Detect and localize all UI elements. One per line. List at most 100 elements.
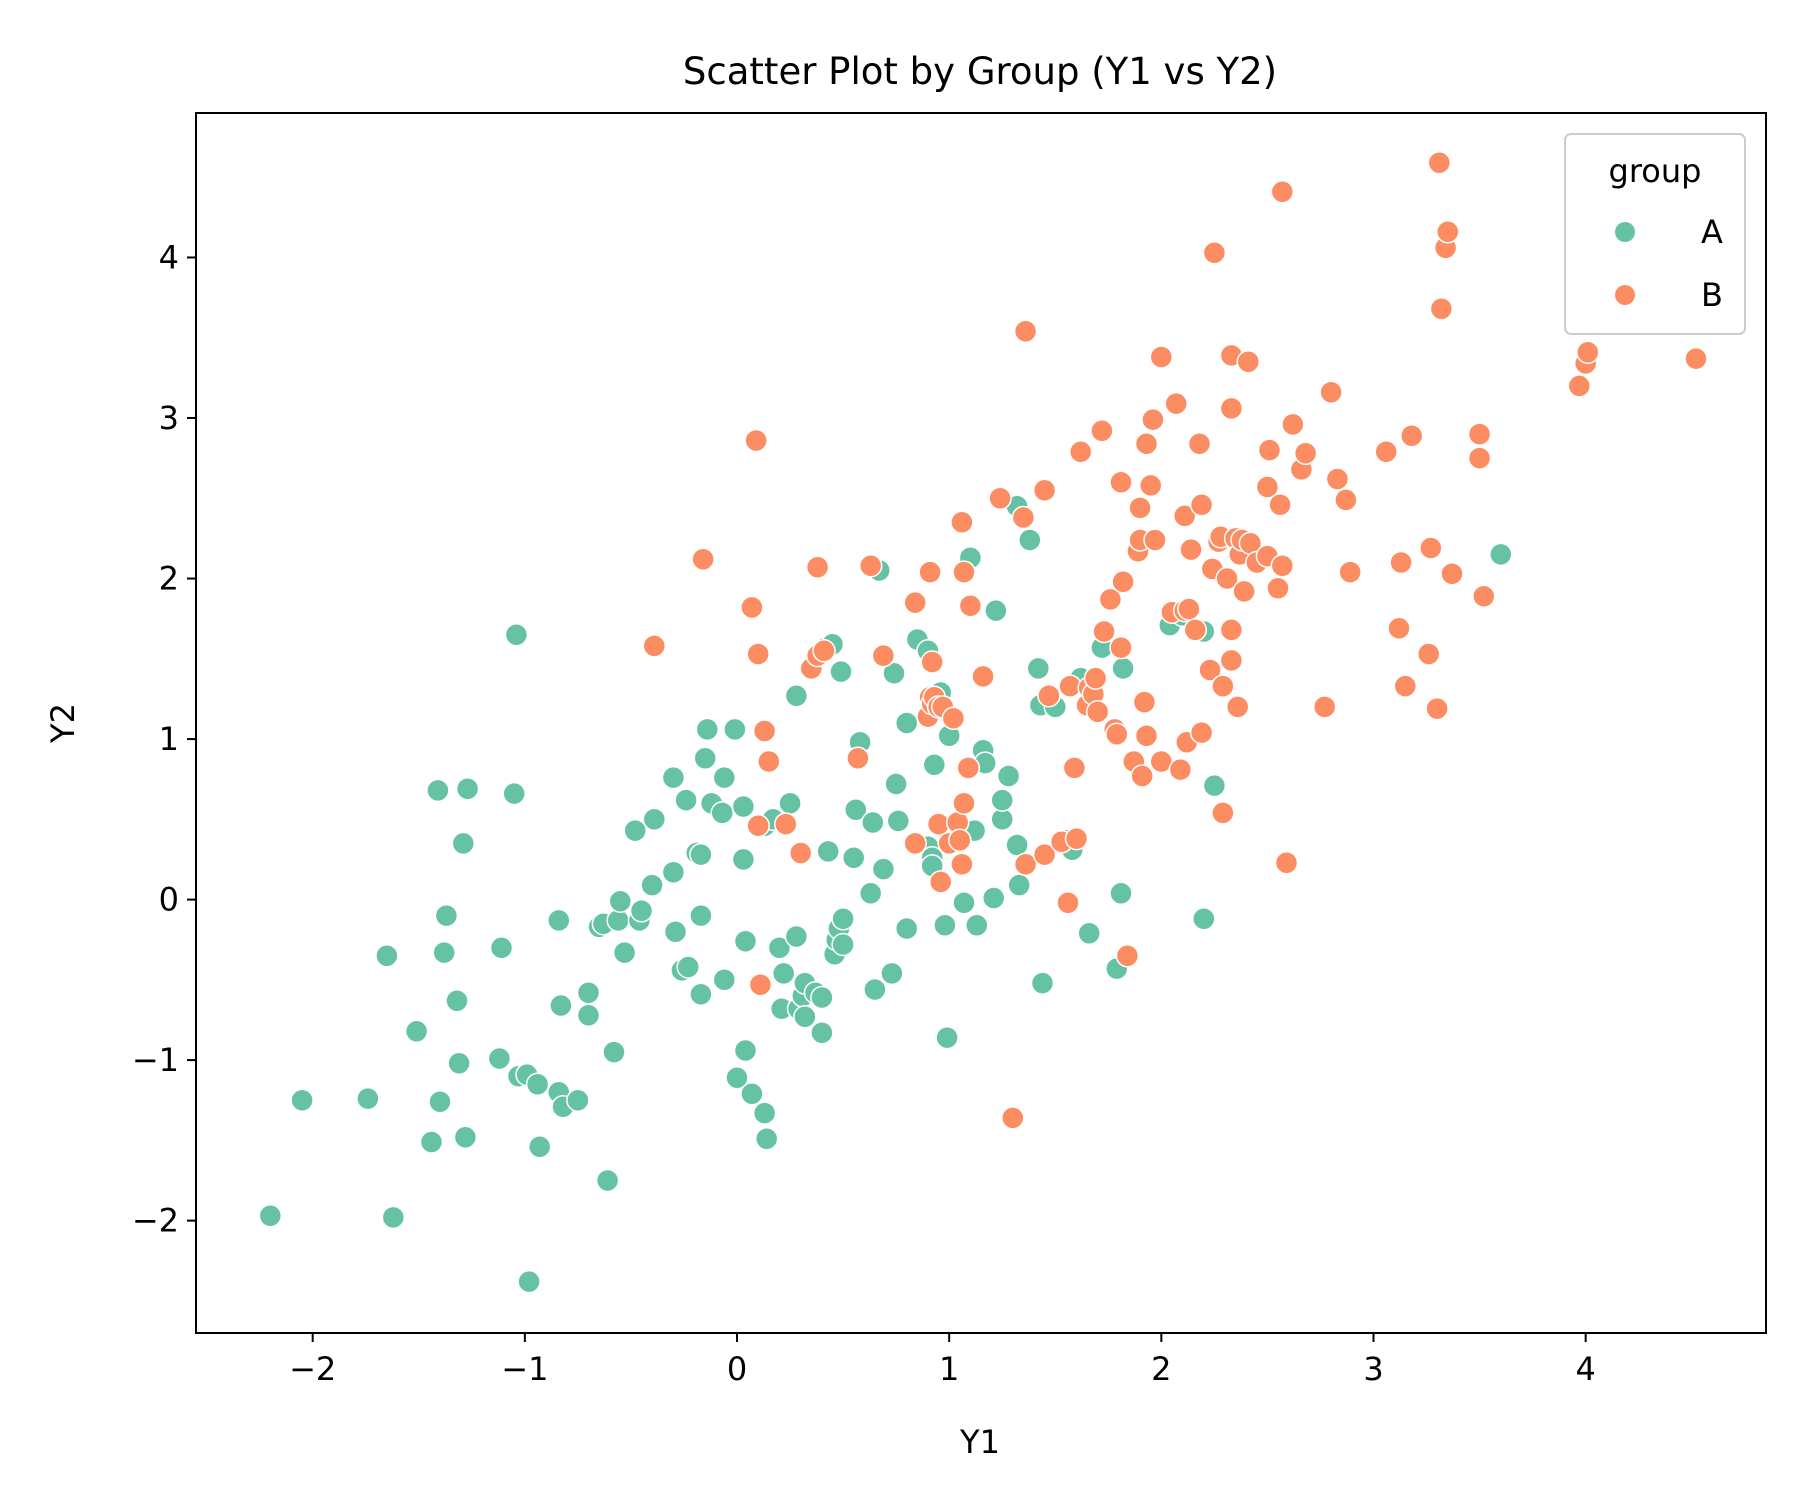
point-b-40 — [971, 664, 995, 689]
point-a-1 — [290, 1088, 314, 1112]
point-a-48 — [674, 788, 698, 812]
legend-label-b: B — [1701, 276, 1723, 314]
point-a-34 — [595, 1168, 620, 1193]
point-a-23 — [525, 1072, 550, 1096]
point-b-2 — [740, 595, 764, 620]
point-b-12 — [805, 555, 830, 580]
point-b-142 — [1440, 561, 1464, 586]
legend-title: group — [1609, 152, 1702, 190]
point-a-44 — [661, 860, 686, 885]
point-b-72 — [1128, 496, 1152, 520]
point-b-61 — [1092, 619, 1116, 644]
point-b-17 — [871, 643, 896, 668]
chart-title: Scatter Plot by Group (Y1 vs Y2) — [683, 50, 1277, 93]
point-b-134 — [1399, 423, 1424, 448]
y-tick-label: −1 — [132, 1041, 179, 1079]
point-a-129 — [996, 764, 1021, 788]
point-a-133 — [1018, 528, 1042, 552]
point-b-73 — [1130, 764, 1154, 788]
point-a-101 — [880, 961, 904, 986]
point-a-63 — [731, 794, 756, 819]
point-b-124 — [1293, 441, 1318, 466]
point-a-132 — [1007, 873, 1031, 897]
point-a-82 — [810, 985, 834, 1010]
point-a-19 — [504, 622, 529, 647]
point-b-96 — [1202, 240, 1227, 265]
point-a-85 — [816, 839, 840, 864]
point-a-119 — [952, 891, 976, 915]
point-a-136 — [1030, 971, 1055, 995]
point-a-64 — [733, 929, 758, 954]
point-b-93 — [1189, 720, 1214, 745]
plot-frame — [195, 112, 1767, 1334]
y-tick-label: 4 — [159, 238, 179, 276]
point-a-151 — [1489, 542, 1513, 567]
point-a-100 — [871, 857, 896, 881]
point-a-103 — [884, 772, 908, 796]
point-b-136 — [1419, 536, 1443, 560]
point-b-77 — [1138, 473, 1163, 498]
point-b-79 — [1143, 528, 1167, 552]
point-a-106 — [894, 916, 919, 941]
point-b-146 — [1567, 374, 1592, 398]
point-a-31 — [576, 1003, 601, 1027]
x-axis: −2 −1 0 1 2 3 4 — [289, 1333, 1596, 1388]
point-b-46 — [1032, 842, 1057, 867]
point-b-75 — [1134, 431, 1159, 456]
point-b-15 — [846, 746, 870, 771]
point-a-55 — [695, 717, 720, 742]
point-a-30 — [576, 980, 601, 1005]
point-b-9 — [774, 812, 798, 836]
point-a-92 — [831, 932, 855, 957]
point-a-90 — [829, 659, 853, 684]
point-a-35 — [602, 1040, 626, 1064]
point-b-86 — [1172, 504, 1197, 528]
point-a-141 — [1077, 921, 1101, 946]
point-b-80 — [1149, 345, 1174, 369]
point-b-130 — [1374, 439, 1398, 464]
point-b-43 — [1011, 505, 1036, 530]
point-b-50 — [1056, 891, 1080, 915]
point-a-115 — [935, 1025, 959, 1050]
point-a-12 — [447, 1051, 471, 1076]
point-b-3 — [744, 428, 768, 453]
x-tick-label: 2 — [1151, 1350, 1171, 1388]
point-a-14 — [453, 1125, 478, 1149]
point-a-104 — [886, 809, 911, 833]
point-b-48 — [1037, 683, 1061, 708]
point-b-76 — [1134, 724, 1159, 748]
point-b-54 — [1068, 439, 1093, 464]
point-a-3 — [375, 944, 399, 968]
point-b-119 — [1270, 553, 1295, 578]
point-b-121 — [1274, 850, 1299, 875]
point-b-4 — [746, 813, 770, 838]
point-a-71 — [767, 935, 792, 960]
point-b-111 — [1236, 350, 1261, 374]
x-axis-label: Y1 — [959, 1423, 1000, 1461]
y-tick-label: −2 — [132, 1202, 179, 1240]
point-a-126 — [984, 598, 1008, 623]
point-a-112 — [922, 752, 947, 777]
point-a-94 — [844, 797, 868, 822]
point-a-49 — [676, 955, 700, 979]
point-b-115 — [1255, 475, 1280, 499]
point-a-83 — [810, 1021, 834, 1045]
point-b-135 — [1416, 642, 1441, 666]
point-b-19 — [903, 831, 927, 856]
point-a-58 — [712, 765, 737, 790]
point-a-122 — [965, 913, 989, 938]
point-a-131 — [1005, 833, 1029, 857]
point-b-103 — [1219, 648, 1244, 673]
x-tick-label: −2 — [289, 1350, 336, 1388]
point-b-64 — [1105, 722, 1129, 746]
point-b-91 — [1187, 431, 1212, 456]
legend-marker-b — [1615, 285, 1635, 305]
point-b-92 — [1189, 492, 1214, 517]
point-b-45 — [1013, 852, 1038, 877]
point-b-94 — [1198, 658, 1222, 682]
point-a-61 — [725, 1066, 749, 1090]
point-a-75 — [784, 924, 809, 949]
point-b-128 — [1334, 488, 1358, 512]
point-a-51 — [689, 903, 713, 928]
point-a-24 — [527, 1135, 552, 1159]
